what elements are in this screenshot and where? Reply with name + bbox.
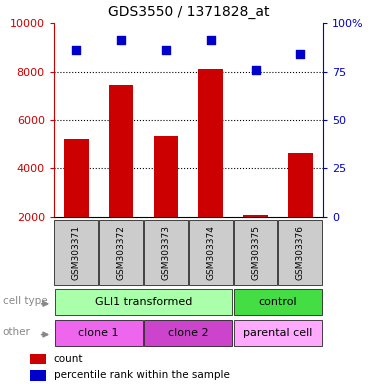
Text: GSM303375: GSM303375 (251, 225, 260, 280)
Text: clone 2: clone 2 (168, 328, 209, 338)
Text: GLI1 transformed: GLI1 transformed (95, 297, 192, 308)
Bar (234, 320, 322, 346)
Point (298, 51, 303, 57)
Point (208, 37, 214, 43)
Bar (198, 69, 223, 265)
Bar (243, 215, 268, 265)
Bar (278, 220, 322, 285)
Bar (288, 153, 313, 265)
Text: GSM303372: GSM303372 (116, 225, 125, 280)
Text: count: count (54, 354, 83, 364)
Text: parental cell: parental cell (243, 328, 313, 338)
Bar (30, 354, 46, 364)
Point (163, 47, 169, 53)
Text: GSM303374: GSM303374 (206, 225, 215, 280)
Bar (54, 220, 98, 285)
Bar (30, 370, 46, 381)
Bar (234, 290, 322, 315)
Bar (144, 220, 188, 285)
Bar (189, 220, 233, 285)
Point (118, 37, 124, 43)
Bar (55, 320, 142, 346)
Title: GDS3550 / 1371828_at: GDS3550 / 1371828_at (108, 5, 269, 19)
Point (73, 47, 79, 53)
Text: percentile rank within the sample: percentile rank within the sample (54, 370, 230, 381)
Point (253, 66, 259, 73)
Text: control: control (259, 297, 297, 308)
Bar (109, 85, 133, 265)
Text: GSM303376: GSM303376 (296, 225, 305, 280)
Text: other: other (3, 327, 30, 337)
Text: GSM303373: GSM303373 (161, 225, 170, 280)
Bar (55, 290, 232, 315)
Text: GSM303371: GSM303371 (72, 225, 81, 280)
Bar (154, 136, 178, 265)
Text: cell type: cell type (3, 296, 47, 306)
Text: clone 1: clone 1 (78, 328, 119, 338)
Bar (234, 220, 278, 285)
Bar (144, 320, 232, 346)
Bar (99, 220, 143, 285)
Bar (64, 139, 89, 265)
